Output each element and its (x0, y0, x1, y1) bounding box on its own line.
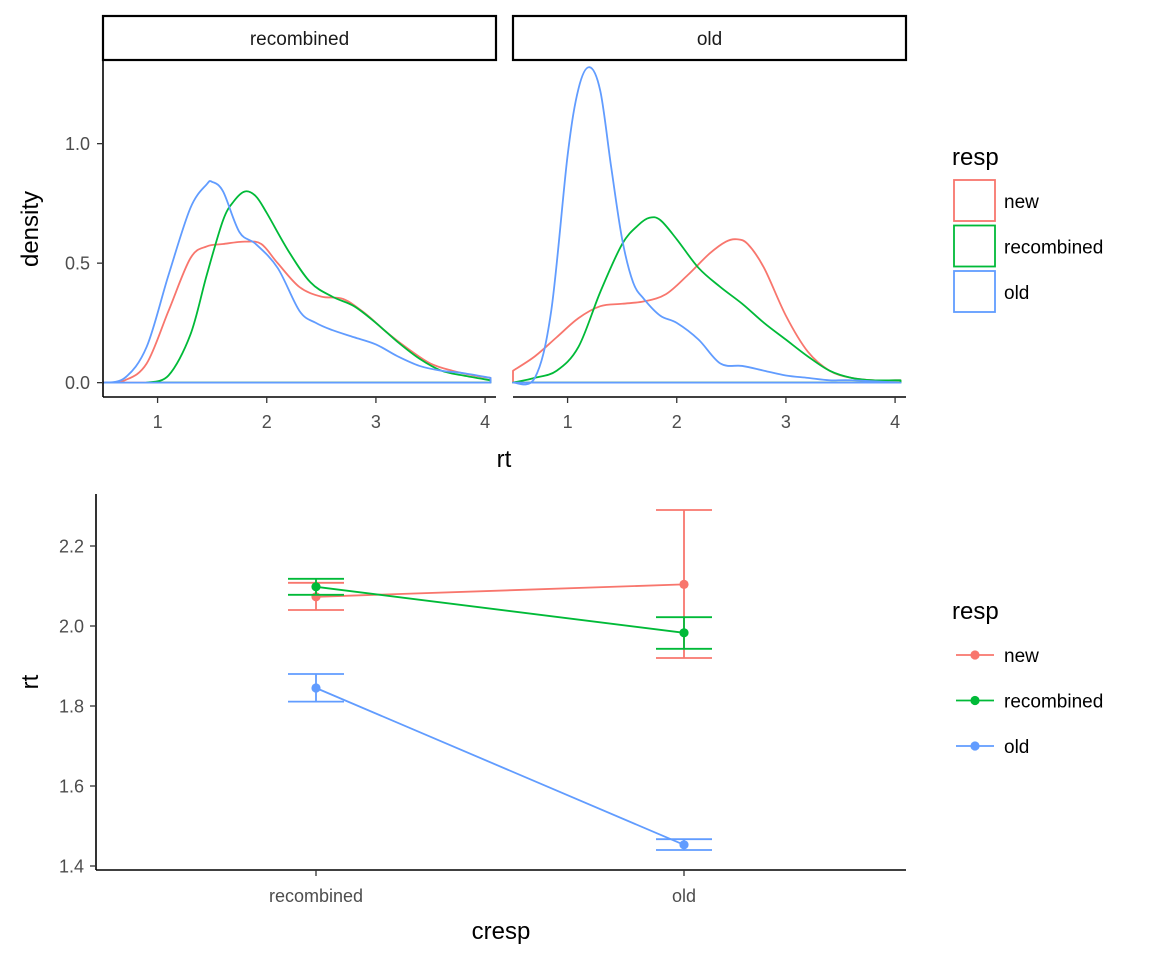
point-recombined-old (679, 628, 689, 638)
rt-line-old (315, 687, 685, 846)
legend-key-point-rt-new (970, 650, 980, 660)
x-axis-ticks-density: 1 2 3 4 1 2 3 4 (153, 397, 900, 432)
rt-series (288, 509, 712, 851)
density-chart: recombined old 0.0 0.5 1.0 1 2 3 4 1 2 3 4 rt den… (17, 14, 1103, 473)
rt-chart: 1.4 1.6 1.8 2.0 2.2 recombined old cresp rt r… (17, 494, 1103, 945)
facet-strip-label-recombined: recombined (250, 29, 349, 50)
y-tick-label-density-1.0: 1.0 (65, 134, 90, 154)
x-tick-label-recombined-1: 1 (153, 412, 163, 432)
legend-rt: resp new recombined old (952, 598, 1103, 758)
legend-label-rt-old: old (1004, 737, 1029, 758)
density-line-recombined-new (102, 240, 492, 384)
legend-key-density-new (953, 179, 996, 222)
point-new-old (679, 579, 689, 590)
y-tick-label-density-0.5: 0.5 (65, 254, 90, 274)
y-axis-title-rt: rt (17, 674, 44, 689)
density-line-recombined-old (102, 180, 492, 384)
x-tick-label-recombined-3: 3 (371, 412, 381, 432)
rt-line-new (315, 583, 685, 598)
legend-label-rt-recombined: recombined (1004, 692, 1103, 713)
y-tick-label-rt-1.8: 1.8 (59, 697, 84, 717)
density-line-old-recombined (512, 216, 902, 384)
point-old-recombined (311, 683, 321, 693)
density-panel-old (512, 66, 902, 386)
legend-key-density-recombined (953, 224, 996, 268)
facet-strip-recombined (101, 14, 498, 62)
rt-series-recombined (288, 577, 712, 650)
legend-label-density-recombined: recombined (1004, 238, 1103, 259)
rt-series-old (288, 673, 712, 851)
legend-title-density: resp (952, 144, 999, 171)
x-axis-title-density: rt (497, 446, 512, 473)
x-tick-label-recombined-4: 4 (480, 412, 490, 432)
rt-series-new (288, 509, 712, 659)
density-line-recombined-recombined (145, 190, 492, 384)
y-tick-label-rt-1.4: 1.4 (59, 857, 84, 877)
density-line-old-new (512, 238, 902, 384)
x-tick-label-rt-old: old (672, 886, 696, 906)
y-tick-label-rt-2.2: 2.2 (59, 537, 84, 557)
point-old-old (679, 840, 689, 850)
legend-title-rt: resp (952, 598, 999, 625)
x-axis-ticks-rt: recombined old (269, 870, 696, 906)
legend-label-density-new: new (1004, 192, 1039, 213)
facet-strip-old (511, 14, 908, 62)
legend-label-density-old: old (1004, 283, 1029, 304)
point-recombined-recombined (311, 582, 321, 592)
y-axis-ticks-rt: 1.4 1.6 1.8 2.0 2.2 (59, 537, 96, 877)
x-tick-label-old-3: 3 (781, 412, 791, 432)
y-tick-label-rt-2.0: 2.0 (59, 617, 84, 637)
x-tick-label-old-1: 1 (563, 412, 573, 432)
x-tick-label-old-4: 4 (890, 412, 900, 432)
y-tick-label-density-0.0: 0.0 (65, 373, 90, 393)
rt-line-recombined (315, 585, 685, 634)
density-panel-recombined (102, 180, 492, 384)
legend-label-rt-new: new (1004, 646, 1039, 667)
legend-key-point-rt-recombined (970, 695, 980, 706)
facet-strip-label-old: old (697, 29, 722, 50)
y-axis-title-density: density (17, 191, 44, 267)
x-axis-title-rt: cresp (472, 918, 531, 945)
density-line-old-old (512, 66, 902, 386)
y-tick-label-rt-1.6: 1.6 (59, 777, 84, 797)
y-axis-ticks-density: 0.0 0.5 1.0 (65, 134, 103, 393)
x-tick-label-rt-recombined: recombined (269, 886, 363, 906)
legend-keys-density: new recombined old (953, 179, 1103, 313)
legend-keys-rt: new recombined old (956, 646, 1103, 758)
legend-key-density-old (953, 270, 996, 313)
x-tick-label-old-2: 2 (672, 412, 682, 432)
legend-density: resp new recombined old (952, 144, 1103, 313)
x-tick-label-recombined-2: 2 (262, 412, 272, 432)
legend-key-point-rt-old (970, 741, 980, 751)
